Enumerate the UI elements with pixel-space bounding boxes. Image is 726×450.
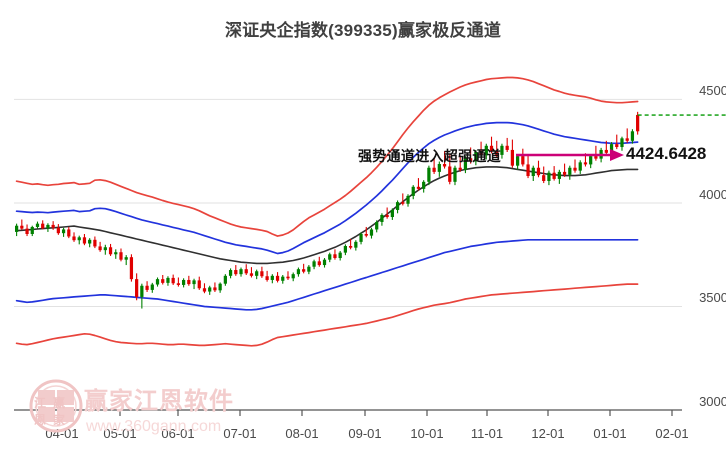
candlestick-series [14, 111, 640, 309]
watermark-logo-char-1: 恩 [34, 413, 47, 427]
last-price-value: 4424.6428 [626, 144, 707, 163]
x-axis-tick: 10-01 [410, 426, 444, 441]
y-axis-tick: 4000 [699, 186, 726, 202]
page-title: 深证央企指数(399335)赢家极反通道 [224, 21, 502, 40]
watermark-brand: 赢家江恩软件 [84, 388, 234, 415]
x-axis-tick: 05-01 [103, 426, 137, 441]
channel-bands [15, 76, 639, 347]
annotation-arrow [516, 149, 624, 161]
x-axis-tick: 01-01 [593, 426, 627, 441]
x-axis-tick: 12-01 [531, 426, 565, 441]
gridlines [14, 98, 682, 411]
y-axis-tick: 3500 [699, 290, 726, 306]
y-axis-tick: 4500 [699, 83, 726, 99]
watermark-logo-char-2: 赢 [53, 396, 66, 410]
watermark-logo-char-3: 家 [53, 413, 66, 427]
x-axis-tick: 02-01 [655, 426, 689, 441]
x-axis-tick: 06-01 [161, 426, 195, 441]
watermark-logo-char-0: 江 [34, 396, 47, 410]
watermark-logo-icon [29, 379, 83, 433]
x-axis-tick: 11-01 [470, 426, 504, 441]
annotation-label: 强势通道进入超强通道 [358, 148, 501, 164]
x-axis-tick: 08-01 [285, 426, 319, 441]
watermark-url: www.360gann.com [86, 418, 222, 435]
y-axis-tick: 3000 [699, 394, 726, 409]
x-axis-tick: 07-01 [223, 426, 257, 441]
axis-lines [14, 409, 682, 416]
x-axis-tick: 09-01 [348, 426, 382, 441]
